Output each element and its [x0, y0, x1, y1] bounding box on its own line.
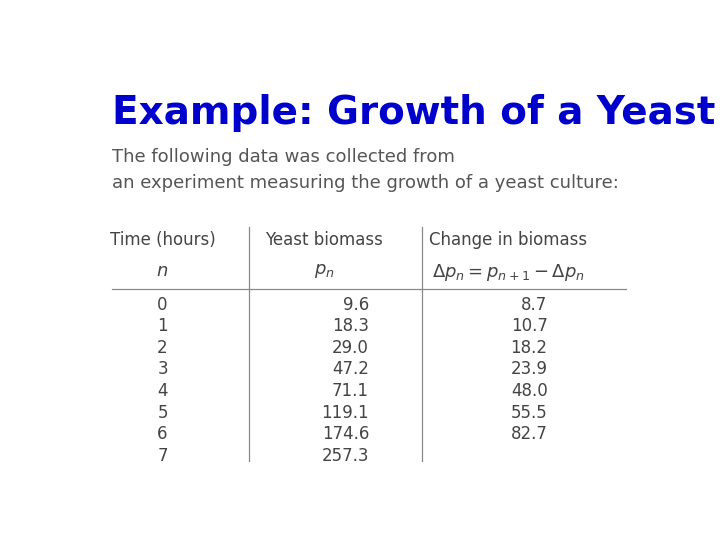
- Text: $n$: $n$: [156, 262, 168, 280]
- Text: 8.7: 8.7: [521, 295, 547, 314]
- Text: 174.6: 174.6: [322, 426, 369, 443]
- Text: 71.1: 71.1: [332, 382, 369, 400]
- Text: 10.7: 10.7: [510, 317, 547, 335]
- Text: 48.0: 48.0: [510, 382, 547, 400]
- Text: The following data was collected from
an experiment measuring the growth of a ye: The following data was collected from an…: [112, 148, 619, 192]
- Text: Example: Growth of a Yeast Culture: Example: Growth of a Yeast Culture: [112, 94, 720, 132]
- Text: 23.9: 23.9: [510, 360, 547, 379]
- Text: 47.2: 47.2: [332, 360, 369, 379]
- Text: 18.3: 18.3: [332, 317, 369, 335]
- Text: 6: 6: [157, 426, 168, 443]
- Text: Yeast biomass: Yeast biomass: [266, 231, 383, 249]
- Text: 1: 1: [157, 317, 168, 335]
- Text: 0: 0: [157, 295, 168, 314]
- Text: 2: 2: [157, 339, 168, 357]
- Text: 55.5: 55.5: [510, 404, 547, 422]
- Text: $p_n$: $p_n$: [314, 262, 335, 280]
- Text: 7: 7: [157, 447, 168, 465]
- Text: 3: 3: [157, 360, 168, 379]
- Text: 5: 5: [157, 404, 168, 422]
- Text: Change in biomass: Change in biomass: [429, 231, 588, 249]
- Text: 119.1: 119.1: [321, 404, 369, 422]
- Text: 4: 4: [157, 382, 168, 400]
- Text: 257.3: 257.3: [322, 447, 369, 465]
- Text: 9.6: 9.6: [343, 295, 369, 314]
- Text: 29.0: 29.0: [332, 339, 369, 357]
- Text: 82.7: 82.7: [510, 426, 547, 443]
- Text: Time (hours): Time (hours): [109, 231, 215, 249]
- Text: $\Delta p_n = p_{n+1} - \Delta p_n$: $\Delta p_n = p_{n+1} - \Delta p_n$: [432, 262, 585, 284]
- Text: 18.2: 18.2: [510, 339, 547, 357]
